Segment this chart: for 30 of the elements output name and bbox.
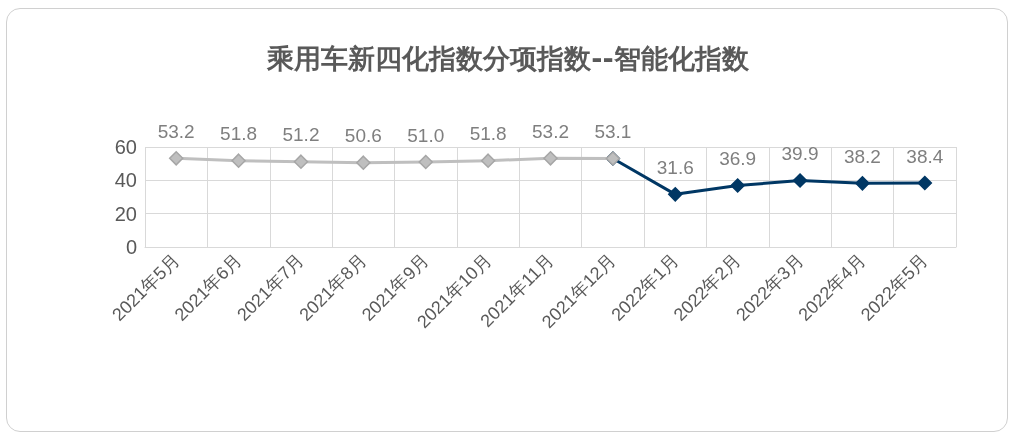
data-label: 38.2 — [843, 146, 881, 168]
point — [418, 154, 433, 170]
point — [668, 187, 683, 202]
point — [792, 173, 808, 188]
data-label: 50.6 — [344, 125, 382, 147]
data-label: 53.2 — [157, 121, 195, 143]
data-label: 31.6 — [656, 157, 694, 179]
chart-title: 乘用车新四化指数分项指数--智能化指数 — [266, 43, 750, 74]
point — [356, 155, 371, 170]
y-tick-label: 20 — [114, 202, 137, 225]
point — [231, 153, 246, 168]
y-tick-label: 0 — [125, 236, 137, 258]
y-tick-label: 40 — [114, 169, 137, 192]
point — [917, 175, 933, 191]
data-label: 51.0 — [407, 124, 445, 146]
point — [730, 178, 745, 193]
data-label: 36.9 — [719, 148, 757, 170]
data-label: 51.8 — [469, 123, 507, 145]
data-label: 51.8 — [220, 123, 258, 145]
y-tick-label: 60 — [114, 136, 137, 158]
point — [543, 151, 558, 166]
point — [293, 154, 309, 169]
data-label: 53.2 — [532, 121, 569, 143]
point — [480, 153, 496, 168]
data-label: 53.1 — [594, 121, 632, 143]
data-label: 38.4 — [906, 145, 944, 167]
data-label: 39.9 — [781, 143, 819, 165]
point — [855, 176, 870, 191]
data-label: 51.2 — [282, 124, 320, 146]
point — [168, 151, 184, 166]
